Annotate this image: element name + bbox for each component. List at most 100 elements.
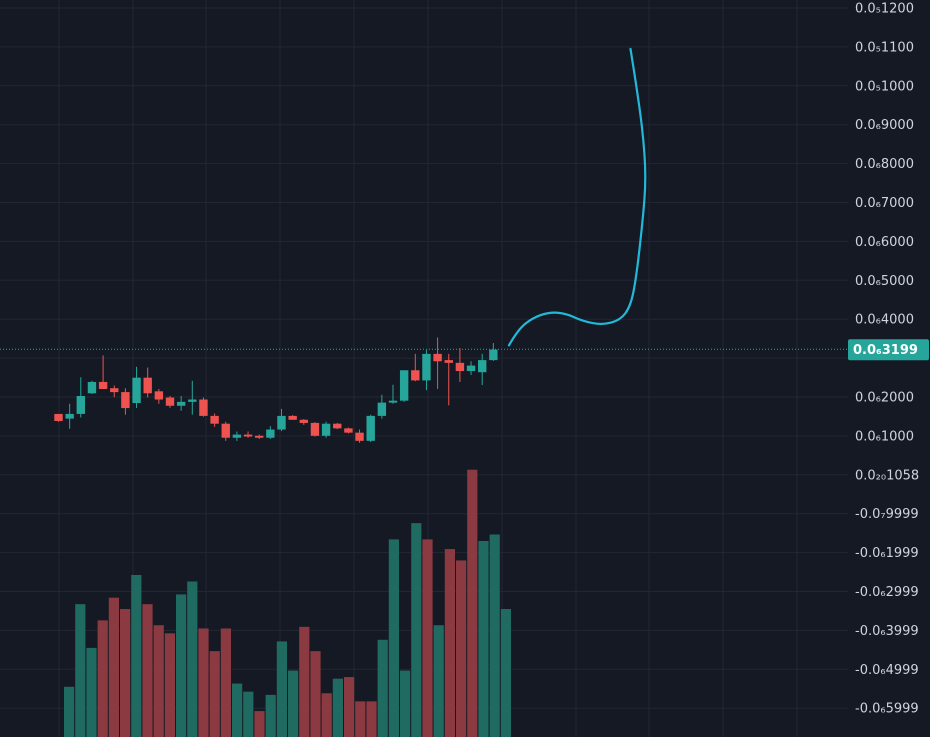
candle-body [255, 435, 264, 438]
volume-bar [332, 678, 343, 737]
volume-bar [344, 677, 355, 737]
candle [121, 388, 130, 415]
candle [388, 384, 398, 404]
volume-bar [276, 641, 287, 737]
volume-bar [75, 604, 86, 737]
price-tick-label: -0.0₆4999 [855, 663, 919, 678]
candle-body [478, 360, 487, 373]
candle [266, 426, 275, 439]
price-tick-label: -0.0₆1999 [855, 546, 919, 561]
candle [98, 355, 108, 389]
candle [188, 380, 197, 415]
volume-bar [131, 575, 142, 737]
price-tick-label: 0.0₆2000 [855, 391, 914, 406]
candle [455, 348, 465, 382]
candle [399, 370, 409, 402]
candle-body [143, 377, 152, 394]
candle [165, 396, 175, 408]
volume-bar [500, 609, 511, 737]
freehand-drawing[interactable] [507, 47, 647, 347]
candle-body [422, 353, 431, 381]
volume-bar [422, 539, 433, 737]
candle-body [165, 397, 175, 406]
candle-body [455, 362, 465, 372]
candle-body [232, 434, 242, 438]
candle [154, 388, 164, 404]
candle-body [110, 388, 119, 393]
volume-bar [209, 651, 220, 737]
candle [143, 367, 152, 398]
price-tick-label: 0.0₆8000 [855, 157, 914, 172]
candle-body [444, 360, 453, 363]
volume-bars [64, 469, 511, 737]
candle [422, 349, 431, 391]
price-tick-label: 0.0₅1100 [855, 40, 914, 55]
candle [444, 353, 453, 406]
candle [76, 377, 85, 418]
candle-body [399, 370, 409, 401]
candle-body [344, 428, 353, 433]
volume-bar [467, 469, 478, 737]
candle [221, 421, 230, 441]
last-price-tag-bg [848, 339, 929, 361]
volume-bar [187, 581, 198, 737]
volume-bar [444, 549, 455, 737]
volume-bar [400, 670, 411, 737]
volume-bar [478, 540, 489, 737]
price-tick-label: 0.0₅1200 [855, 2, 914, 17]
candle-body [199, 399, 208, 416]
volume-bar [164, 633, 175, 737]
candle-body [355, 432, 364, 441]
candle [65, 403, 74, 429]
drawing[interactable] [507, 47, 647, 347]
candle-body [132, 377, 141, 404]
candle-body [366, 415, 375, 441]
candle [176, 396, 186, 411]
volume-bar [288, 670, 299, 737]
candle [277, 408, 286, 432]
candle [478, 353, 487, 386]
price-tick-label: 0.0₂₀1058 [855, 468, 919, 483]
volume-bar [198, 628, 209, 737]
candle-body [411, 370, 420, 381]
candle-body [489, 349, 498, 361]
candle-body [388, 400, 398, 403]
volume-bar [86, 647, 97, 737]
candle-body [466, 365, 476, 372]
last-price-tag: 0.0₆3199 [848, 339, 929, 361]
candle-body [98, 381, 108, 389]
last-price-tag-label: 0.0₆3199 [853, 343, 918, 358]
candle [433, 337, 442, 389]
volume-bar [433, 625, 444, 737]
price-tick-label: -0.0₆3999 [855, 624, 919, 639]
candle-body [310, 422, 320, 436]
candle [366, 414, 375, 443]
volume-bar [489, 534, 500, 737]
candle [110, 385, 119, 398]
volume-bar [142, 604, 153, 737]
candle [232, 431, 242, 441]
candle [489, 342, 498, 361]
volume-bar [220, 628, 231, 737]
candle-body [54, 413, 63, 421]
candle-body [333, 423, 342, 429]
candle [355, 429, 364, 443]
candle-body [433, 353, 442, 362]
price-axis[interactable]: 0.0₅1200 0.0₅1100 0.0₅1000 0.0₆9000 0.0₆8000… [848, 2, 929, 717]
volume-bar [388, 539, 399, 737]
candle [132, 366, 141, 409]
candle-body [288, 415, 297, 420]
volume-bar [355, 701, 366, 737]
volume-bar [299, 626, 310, 737]
volume-bar [377, 639, 388, 737]
candle-body [65, 413, 74, 419]
candle-body [76, 396, 85, 414]
candle [255, 434, 264, 439]
price-tick-label: 0.0₅1000 [855, 79, 914, 94]
price-tick-label: -0.0₆5999 [855, 702, 919, 717]
price-tick-label: -0.0₆2999 [855, 585, 919, 600]
volume-bar [64, 686, 75, 737]
candle-body [210, 415, 219, 424]
price-tick-label: 0.0₆1000 [855, 429, 914, 444]
